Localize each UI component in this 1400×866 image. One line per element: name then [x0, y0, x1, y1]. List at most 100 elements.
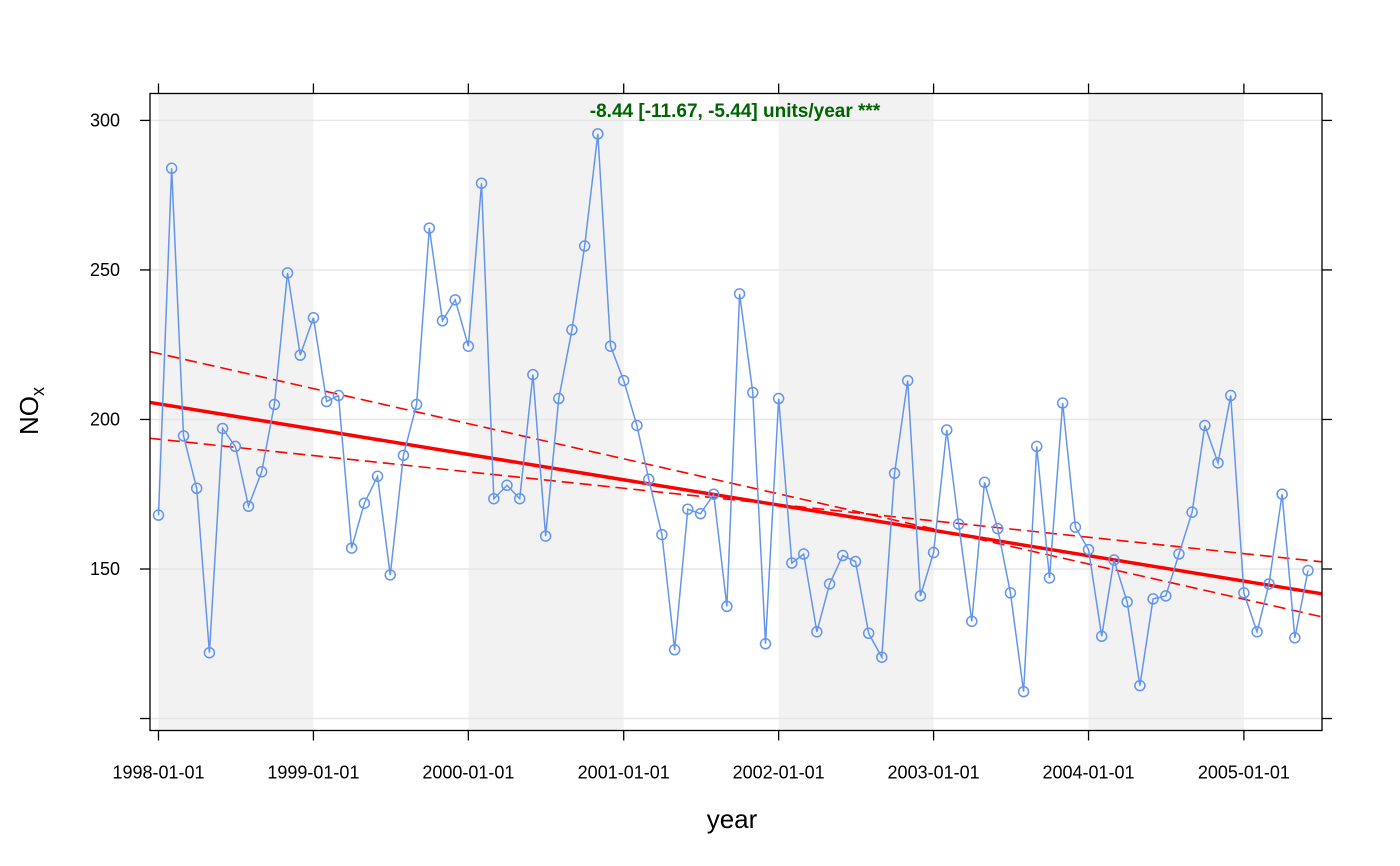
trend-lines [149, 350, 1323, 618]
data-point [694, 507, 707, 520]
data-point [772, 392, 785, 405]
data-point [229, 440, 242, 453]
data-point [320, 395, 333, 408]
data-point [371, 470, 384, 483]
data-point [797, 548, 810, 560]
data-point [682, 503, 694, 515]
data-point [1251, 626, 1263, 638]
data-point [849, 555, 862, 568]
panel-border [149, 92, 1323, 732]
data-point [733, 288, 746, 300]
x-axis-title: year [707, 804, 758, 834]
data-point [1199, 419, 1211, 432]
data-point [747, 386, 759, 399]
data-point [332, 389, 345, 402]
data-point [527, 368, 539, 381]
data-point [1004, 587, 1017, 599]
data-point [876, 651, 888, 663]
y-tick-label: 300 [90, 110, 120, 130]
data-point [1017, 685, 1030, 698]
data-point [345, 542, 358, 554]
data-point [862, 627, 875, 640]
trend-lower-ci [149, 437, 1323, 563]
gridlines [150, 119, 1322, 720]
data-point [203, 646, 216, 659]
data-point [759, 638, 772, 650]
data-point [1238, 587, 1250, 599]
data-point [1030, 440, 1043, 453]
data-point [707, 488, 720, 500]
trend-upper-ci [149, 350, 1323, 618]
axes: 1998-01-01 1999-01-01 2000-01-01 2001-01-01… [90, 83, 1332, 783]
series-nox [157, 133, 1309, 692]
data-point [631, 419, 643, 432]
x-tick-label: 2003-01-01 [888, 763, 980, 783]
data-point [423, 222, 436, 234]
trend-annotation: -8.44 [-11.67, -5.44] units/year *** [590, 101, 881, 122]
x-tick-label: 2002-01-01 [733, 763, 825, 783]
x-tick-label: 1998-01-01 [112, 763, 204, 783]
data-point [358, 497, 371, 509]
data-point [1134, 679, 1146, 692]
trend-line [149, 400, 1323, 596]
data-point [513, 492, 526, 505]
data-point [397, 449, 410, 462]
y-axis-title-subscript: x [28, 387, 48, 396]
y-tick-label: 150 [90, 559, 120, 579]
data-point [1095, 630, 1108, 643]
data-point [1289, 632, 1301, 644]
data-point [1186, 506, 1198, 518]
data-point [216, 422, 229, 435]
data-point [1160, 590, 1172, 602]
data-point [384, 569, 397, 581]
data-point [242, 500, 255, 512]
data-point [436, 315, 449, 327]
data-point [617, 374, 630, 387]
data-point [1069, 521, 1082, 533]
data-point [1121, 596, 1133, 608]
data-point [991, 522, 1004, 535]
year-bands [158, 93, 1244, 731]
data-point [978, 476, 991, 489]
x-tick-label: 2000-01-01 [422, 763, 514, 783]
data-point [462, 340, 475, 352]
data-point [888, 467, 901, 480]
data-point [837, 549, 849, 562]
data-point [604, 340, 617, 352]
series-line [157, 133, 1309, 692]
data-point [566, 324, 578, 336]
data-point [811, 626, 823, 638]
data-point [966, 615, 978, 628]
data-point [177, 430, 190, 442]
x-tick-label: 2004-01-01 [1042, 763, 1134, 783]
data-points [152, 128, 1314, 698]
data-point [281, 267, 294, 279]
data-point [901, 374, 914, 387]
data-point [927, 546, 940, 559]
y-axis-title-main: NO [14, 396, 44, 435]
data-point [190, 482, 203, 495]
year-band-2002 [778, 93, 934, 731]
data-point [1082, 543, 1095, 556]
data-point [578, 240, 591, 252]
x-tick-label: 1999-01-01 [267, 763, 359, 783]
year-band-1998 [158, 93, 314, 731]
svg-text:NOx: NOx [14, 387, 48, 435]
data-point [1043, 572, 1056, 584]
data-point [656, 528, 668, 541]
data-point [1056, 397, 1069, 409]
data-point [410, 398, 423, 411]
data-point [952, 518, 965, 530]
year-band-2004 [1088, 93, 1244, 731]
data-point [294, 349, 307, 361]
data-point [721, 600, 733, 613]
y-tick-label: 250 [90, 260, 120, 280]
y-tick-label: 200 [90, 409, 120, 429]
data-point [475, 177, 488, 189]
data-point [539, 530, 552, 542]
data-point [1276, 488, 1288, 500]
data-point [823, 578, 836, 590]
data-point [152, 509, 165, 521]
data-point [643, 473, 655, 486]
